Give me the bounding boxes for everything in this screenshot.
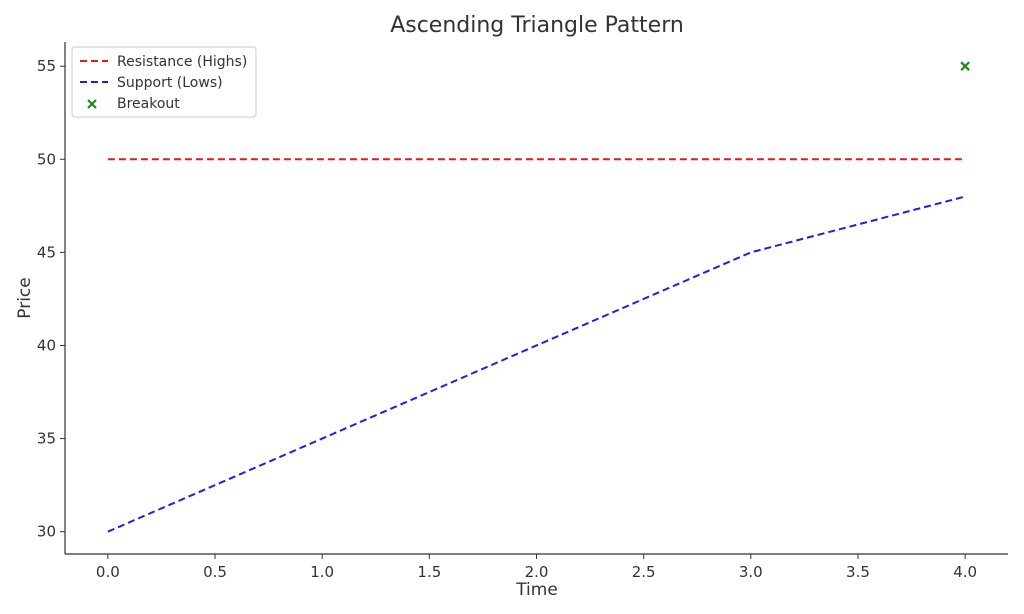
- breakout-marker: [960, 61, 970, 71]
- x-tick-label: 1.0: [310, 563, 334, 581]
- y-tick-label: 45: [37, 243, 56, 261]
- x-tick-label: 2.0: [525, 563, 549, 581]
- x-tick-label: 3.5: [846, 563, 870, 581]
- legend: Resistance (Highs) Support (Lows) Breakout: [71, 46, 257, 118]
- y-tick-label: 35: [37, 430, 56, 448]
- x-axis-label: Time: [515, 580, 558, 600]
- legend-label-breakout: Breakout: [117, 96, 180, 112]
- y-tick-label: 30: [37, 523, 56, 541]
- legend-label-resistance-highs: Resistance (Highs): [117, 54, 247, 70]
- y-tick-label: 40: [37, 336, 56, 354]
- y-tick-label: 55: [37, 57, 56, 75]
- y-tick-label: 50: [37, 150, 56, 168]
- axes: 0.0 0.5 1.0 1.5 2.0 2.5 3.0 3.5 4.0 30 35 40 45 50 55: [37, 42, 1008, 581]
- x-tick-label: 2.5: [632, 563, 656, 581]
- x-tick-label: 0.5: [203, 563, 227, 581]
- series-layer: [107, 61, 970, 533]
- support-lows-line: [107, 195, 966, 533]
- x-tick-label: 4.0: [953, 563, 977, 581]
- y-axis-label: Price: [15, 277, 35, 318]
- x-tick-label: 3.0: [739, 563, 763, 581]
- legend-label-support-lows: Support (Lows): [117, 75, 223, 91]
- legend-swatch-breakout: [87, 99, 97, 109]
- x-tick-label: 1.5: [417, 563, 441, 581]
- legend-box: [71, 46, 257, 118]
- x-tick-label: 0.0: [96, 563, 120, 581]
- chart-title: Ascending Triangle Pattern: [390, 13, 684, 38]
